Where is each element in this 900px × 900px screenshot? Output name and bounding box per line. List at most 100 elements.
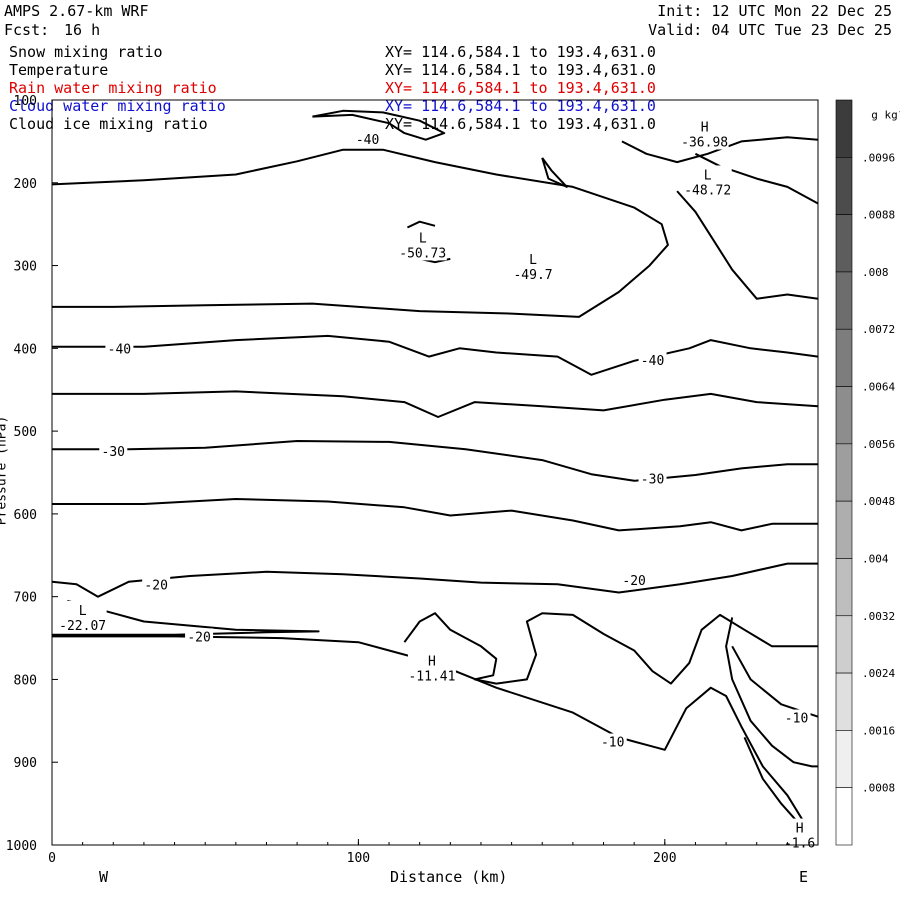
contour-label-bg xyxy=(638,470,667,486)
field-name: Rain water mixing ratio xyxy=(9,79,217,97)
colorbar-swatch xyxy=(835,558,853,617)
contour-line xyxy=(403,612,818,685)
x-tick-label: 100 xyxy=(347,851,370,866)
extremum-type: H xyxy=(701,120,709,135)
colorbar-swatch xyxy=(835,615,853,674)
contour-label: -20 xyxy=(622,574,645,589)
contour-line xyxy=(406,220,436,229)
colorbar: .0096 .0088 .008 .0072 .0064 .0056 .0048 .004 .0… xyxy=(835,99,895,846)
colorbar-level-label: .004 xyxy=(862,552,889,565)
contour-line xyxy=(52,334,819,376)
y-tick-label: 300 xyxy=(14,260,37,275)
colorbar-unit: g kg-1 xyxy=(858,94,900,122)
field-name: Cloud water mixing ratio xyxy=(9,97,226,115)
field-name: Temperature xyxy=(9,61,109,79)
contour-line xyxy=(51,148,669,318)
contour-label: -30 xyxy=(102,445,125,460)
extremum-type: L xyxy=(79,604,87,619)
extremum-value: -1.6 xyxy=(784,837,815,852)
extremum-type: L xyxy=(704,168,712,183)
extremum-value: -22.07 xyxy=(59,619,106,634)
extremum-value: -50.73 xyxy=(399,246,446,261)
extremum-type: H xyxy=(428,654,436,669)
field-xy-range: XY= 114.6,584.1 to 193.4,631.0 xyxy=(385,61,656,79)
contour-label-bg xyxy=(598,733,627,749)
extremum-bg xyxy=(398,228,447,261)
y-tick-label: 100 xyxy=(14,94,37,109)
contour-line xyxy=(312,109,446,141)
contour-label: -20 xyxy=(187,630,210,645)
extremum-type: L xyxy=(529,253,537,268)
contour-line xyxy=(51,562,818,598)
y-tick-label: 600 xyxy=(14,508,37,523)
contour-line xyxy=(621,136,819,164)
contour-line xyxy=(52,440,818,482)
extremum-value: -48.72 xyxy=(684,183,731,198)
contour-label: -20 xyxy=(144,578,167,593)
y-axis-label: Pressure (hPa) xyxy=(0,415,10,526)
contour-line xyxy=(52,635,819,826)
contour-label-bg xyxy=(353,130,382,146)
contour-label-bg xyxy=(638,351,667,367)
colorbar-level-label: .0088 xyxy=(862,209,895,222)
colorbar-level-label: .0056 xyxy=(862,438,895,451)
contour-labels: -40 -40 -40 -30 -30 -20 -20 -20 -10 -10 xyxy=(99,130,811,751)
y-tick-label: 200 xyxy=(14,177,37,192)
extremum-bg xyxy=(683,165,732,198)
contour-line xyxy=(725,617,818,768)
contour-line xyxy=(676,190,819,300)
y-tick-label: 1000 xyxy=(6,839,37,854)
field-name: Snow mixing ratio xyxy=(9,43,163,61)
y-tick-label: 900 xyxy=(14,756,37,771)
colorbar-level-label: .0096 xyxy=(862,151,895,164)
colorbar-level-label: .0048 xyxy=(862,495,895,508)
colorbar-level-label: .0016 xyxy=(862,724,895,737)
contour-label-bg xyxy=(620,572,649,588)
contour-label: -10 xyxy=(785,712,808,727)
field-xy-range: XY= 114.6,584.1 to 193.4,631.0 xyxy=(385,43,656,61)
init-time: Init: 12 UTC Mon 22 Dec 25 xyxy=(657,2,892,20)
colorbar-swatch xyxy=(835,386,853,445)
contour-label-bg xyxy=(782,709,811,725)
contour-line xyxy=(52,498,818,532)
field-xy-range: XY= 114.6,584.1 to 193.4,631.0 xyxy=(385,115,656,133)
y-tick-label: 800 xyxy=(14,673,37,688)
colorbar-unit-exponent: -1 xyxy=(898,107,900,116)
colorbar-level-label: .0064 xyxy=(862,381,895,394)
forecast-label: Fcst: xyxy=(4,21,50,39)
contour-label-bg xyxy=(142,576,171,592)
colorbar-swatch xyxy=(835,443,853,502)
colorbar-level-label: .0008 xyxy=(862,782,895,795)
contour-label: -40 xyxy=(356,133,379,148)
contour-label-bg xyxy=(99,442,128,458)
axes: 100 200 300 400 500 600 700 800 900 1000 0 100 200 xyxy=(6,94,788,866)
contour-label-bg xyxy=(185,628,214,644)
contour-label: -10 xyxy=(601,736,624,751)
field-xy-range: XY= 114.6,584.1 to 193.4,631.0 xyxy=(385,79,656,97)
forecast-hour: 16 h xyxy=(64,21,101,39)
model-title: AMPS 2.67-km WRF xyxy=(4,2,149,20)
colorbar-swatch xyxy=(835,328,853,387)
contour-line xyxy=(541,157,568,188)
colorbar-swatch xyxy=(835,214,853,273)
colorbar-unit-text: g kg xyxy=(871,108,898,122)
contour-label: -40 xyxy=(108,342,131,357)
extremum-type: L xyxy=(419,231,427,246)
extremum-bg xyxy=(58,600,107,633)
extremum-bg xyxy=(407,651,456,684)
y-tick-label: 500 xyxy=(14,425,37,440)
temperature-contours xyxy=(51,109,819,830)
x-axis-east-label: E xyxy=(799,868,809,886)
contour-label: -40 xyxy=(641,354,664,369)
x-tick-label: 200 xyxy=(653,851,676,866)
colorbar-swatch xyxy=(835,157,853,215)
x-tick-label: 0 xyxy=(48,851,56,866)
contour-label-bg xyxy=(105,340,134,356)
colorbar-level-label: .0032 xyxy=(862,610,895,623)
colorbar-level-label: .0072 xyxy=(862,323,895,336)
colorbar-swatch xyxy=(835,500,853,559)
colorbar-level-label: .0024 xyxy=(862,667,895,680)
extremum-bg xyxy=(509,249,558,282)
colorbar-swatch xyxy=(835,730,853,788)
